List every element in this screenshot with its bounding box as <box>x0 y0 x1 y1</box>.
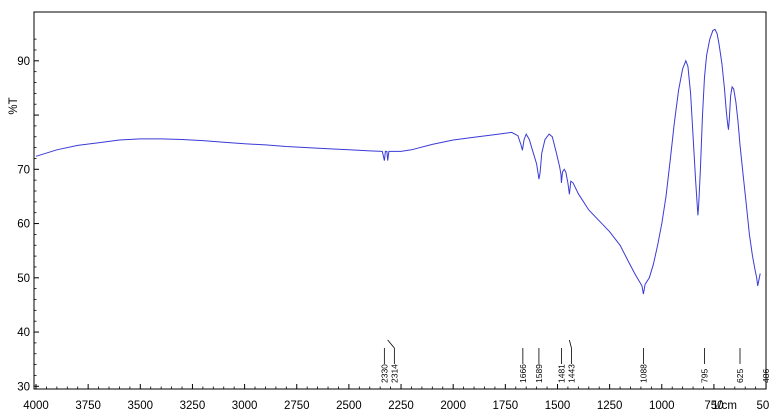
peak-label: 2330 <box>379 364 389 383</box>
y-tick-label: 70 <box>17 164 30 176</box>
x-axis: 4000 3750 3500 3250 3000 2750 2500 2250 2000 1750… <box>23 384 769 412</box>
y-tick-label: 30 <box>17 381 30 393</box>
x-tick-label: 750 <box>704 400 723 412</box>
x-tick-label: 1250 <box>597 400 623 412</box>
x-axis-label: 1/cm <box>712 400 737 412</box>
peak-label: 1481 <box>556 364 566 383</box>
peak-label: 1666 <box>518 364 528 383</box>
y-axis-label: %T <box>8 97 20 114</box>
y-axis: 30 40 50 60 70 90 <box>17 38 39 393</box>
y-tick-label: 60 <box>17 219 30 231</box>
x-tick-label: 1500 <box>545 400 571 412</box>
x-tick-label: 500 <box>756 400 769 412</box>
peak-label: 795 <box>700 369 710 383</box>
x-tick-label: 3750 <box>75 400 101 412</box>
peak-marker-connector <box>568 339 572 349</box>
x-tick-label: 1750 <box>493 400 519 412</box>
x-tick-label: 3250 <box>180 400 206 412</box>
x-tick-label: 2500 <box>336 400 362 412</box>
series-group <box>35 28 761 295</box>
x-tick-label: 1000 <box>649 400 675 412</box>
peak-label: 2314 <box>389 364 399 383</box>
x-tick-label: 3500 <box>128 400 154 412</box>
peak-label: 1088 <box>638 364 648 383</box>
x-tick-label: 4000 <box>23 400 49 412</box>
y-tick-label: 50 <box>17 273 30 285</box>
peak-marker-connector <box>387 339 395 349</box>
peak-label: 625 <box>735 369 745 383</box>
y-tick-label: 40 <box>17 327 30 339</box>
spectrum-line <box>35 28 761 295</box>
peak-label: 486 <box>761 369 769 383</box>
x-tick-label: 2000 <box>440 400 466 412</box>
y-tick-label: 90 <box>17 56 30 68</box>
x-tick-label: 3000 <box>232 400 258 412</box>
peak-label: 1443 <box>566 364 576 383</box>
peak-label: 1589 <box>534 364 544 383</box>
x-tick-label: 2750 <box>284 400 310 412</box>
x-tick-label: 2250 <box>388 400 414 412</box>
plot-frame <box>33 11 767 390</box>
peak-markers: 2330 2314 1666 1589 1481 1443 1088 795 625 486 <box>379 339 769 383</box>
